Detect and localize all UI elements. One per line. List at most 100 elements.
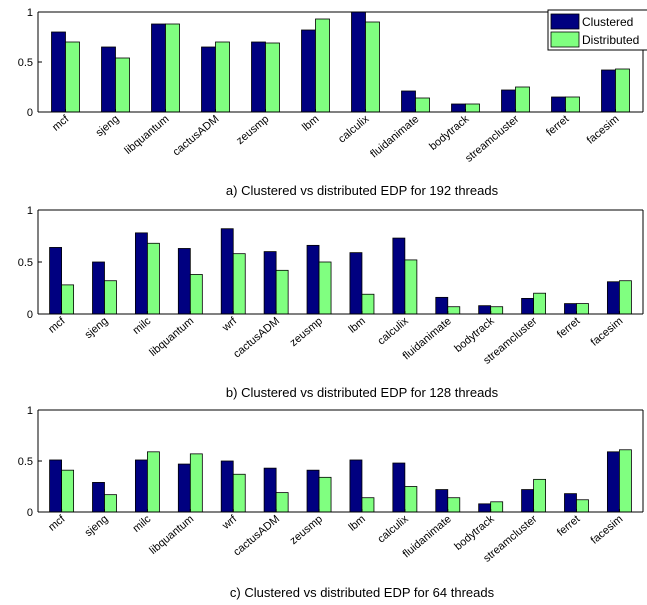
- bar-clustered-wrf: [220, 228, 234, 315]
- x-tick-label-lbm: lbm: [300, 113, 321, 134]
- x-tick-label-ferret: ferret: [544, 113, 571, 139]
- y-tick-label: 0.5: [18, 456, 33, 468]
- x-tick-label-cactusADM: cactusADM: [231, 513, 282, 558]
- x-tick-label-milc: milc: [131, 315, 154, 337]
- x-tick-label-cactusADM: cactusADM: [231, 315, 282, 360]
- x-tick-label-calculix: calculix: [375, 513, 411, 546]
- bar-distributed-mcf: [61, 284, 75, 315]
- bar-distributed-libquantum: [165, 23, 180, 113]
- y-tick-label: 0: [27, 309, 33, 321]
- bar-clustered-sjeng: [92, 261, 105, 315]
- bar-distributed-bodytrack: [465, 103, 480, 113]
- x-tick-label-sjeng: sjeng: [83, 315, 111, 341]
- bar-distributed-calculix: [365, 21, 380, 113]
- bar-distributed-cactusADM: [215, 41, 230, 113]
- caption-64-threads: c) Clustered vs distributed EDP for 64 t…: [230, 585, 495, 600]
- bar-distributed-bodytrack: [490, 306, 504, 315]
- x-tick-label-lbm: lbm: [347, 315, 368, 336]
- bar-distributed-ferret: [565, 96, 580, 113]
- bar-distributed-calculix: [404, 486, 418, 513]
- bar-distributed-ferret: [576, 499, 589, 513]
- y-tick-label: 0.5: [18, 57, 33, 69]
- x-tick-label-facesim: facesim: [589, 513, 626, 547]
- bar-distributed-cactusADM: [275, 269, 289, 315]
- bar-distributed-sjeng: [115, 57, 130, 113]
- bar-clustered-zeusmp: [251, 41, 266, 113]
- bar-clustered-bodytrack: [478, 503, 492, 513]
- bar-distributed-streamcluster: [515, 86, 530, 113]
- bar-clustered-milc: [134, 232, 148, 315]
- bar-clustered-streamcluster: [521, 297, 534, 315]
- bar-clustered-fluidanimate: [435, 296, 449, 315]
- bar-distributed-zeusmp: [318, 261, 332, 315]
- bar-clustered-sjeng: [101, 46, 116, 113]
- bar-clustered-streamcluster: [521, 489, 534, 513]
- y-tick-label: 0: [27, 507, 33, 519]
- bar-distributed-fluidanimate: [447, 306, 461, 315]
- bar-distributed-libquantum: [189, 274, 203, 315]
- bar-distributed-lbm: [361, 293, 375, 315]
- x-tick-label-milc: milc: [131, 513, 154, 535]
- bar-distributed-libquantum: [189, 453, 203, 513]
- x-tick-label-lbm: lbm: [347, 513, 368, 534]
- bar-clustered-milc: [134, 459, 148, 513]
- x-tick-label-libquantum: libquantum: [122, 113, 171, 157]
- bar-distributed-fluidanimate: [415, 97, 430, 113]
- bar-distributed-wrf: [232, 473, 246, 513]
- bar-clustered-libquantum: [177, 463, 191, 513]
- bar-clustered-mcf: [49, 459, 63, 513]
- bar-distributed-milc: [147, 451, 160, 513]
- x-tick-label-zeusmp: zeusmp: [288, 315, 325, 349]
- bar-distributed-lbm: [361, 497, 375, 513]
- y-tick-label: 0.5: [18, 257, 33, 269]
- x-tick-label-mcf: mcf: [46, 513, 68, 534]
- bar-clustered-zeusmp: [306, 469, 320, 513]
- y-tick-label: 1: [27, 205, 33, 217]
- bar-clustered-libquantum: [177, 248, 191, 315]
- bar-clustered-fluidanimate: [435, 489, 449, 513]
- x-tick-label-calculix: calculix: [336, 113, 372, 146]
- bar-distributed-facesim: [619, 280, 632, 315]
- x-tick-label-zeusmp: zeusmp: [288, 513, 325, 547]
- bar-distributed-lbm: [315, 18, 330, 113]
- x-tick-label-libquantum: libquantum: [147, 513, 196, 557]
- bar-clustered-calculix: [351, 11, 366, 113]
- bar-clustered-ferret: [551, 96, 566, 113]
- bar-clustered-sjeng: [92, 482, 105, 513]
- bar-clustered-bodytrack: [478, 305, 492, 315]
- bar-clustered-streamcluster: [501, 89, 516, 113]
- bar-distributed-streamcluster: [533, 292, 547, 315]
- caption-192-threads: a) Clustered vs distributed EDP for 192 …: [226, 183, 499, 198]
- x-tick-label-facesim: facesim: [585, 113, 622, 147]
- bar-clustered-zeusmp: [306, 244, 320, 315]
- bar-clustered-cactusADM: [263, 467, 277, 513]
- bar-distributed-wrf: [232, 253, 246, 315]
- x-tick-label-wrf: wrf: [219, 315, 239, 335]
- bar-clustered-facesim: [606, 451, 620, 513]
- x-tick-label-ferret: ferret: [555, 513, 582, 539]
- bar-clustered-mcf: [49, 247, 63, 315]
- bar-distributed-zeusmp: [265, 42, 280, 113]
- bar-distributed-streamcluster: [533, 478, 547, 513]
- x-tick-label-zeusmp: zeusmp: [234, 113, 271, 147]
- y-tick-label: 1: [27, 7, 33, 19]
- x-tick-label-ferret: ferret: [555, 315, 582, 341]
- x-tick-label-calculix: calculix: [375, 315, 411, 348]
- bar-distributed-ferret: [576, 303, 589, 315]
- bar-clustered-cactusADM: [263, 251, 277, 315]
- bar-clustered-calculix: [392, 462, 406, 513]
- bar-distributed-fluidanimate: [447, 497, 461, 513]
- x-tick-label-libquantum: libquantum: [147, 315, 196, 359]
- x-tick-label-fluidanimate: fluidanimate: [368, 113, 421, 160]
- caption-128-threads: b) Clustered vs distributed EDP for 128 …: [226, 385, 499, 400]
- bar-distributed-sjeng: [104, 494, 117, 513]
- y-tick-label: 0: [27, 107, 33, 119]
- bar-distributed-zeusmp: [318, 476, 332, 513]
- x-tick-label-wrf: wrf: [219, 513, 239, 533]
- bar-distributed-facesim: [619, 449, 632, 513]
- bar-distributed-calculix: [404, 259, 418, 315]
- bar-distributed-milc: [147, 242, 160, 315]
